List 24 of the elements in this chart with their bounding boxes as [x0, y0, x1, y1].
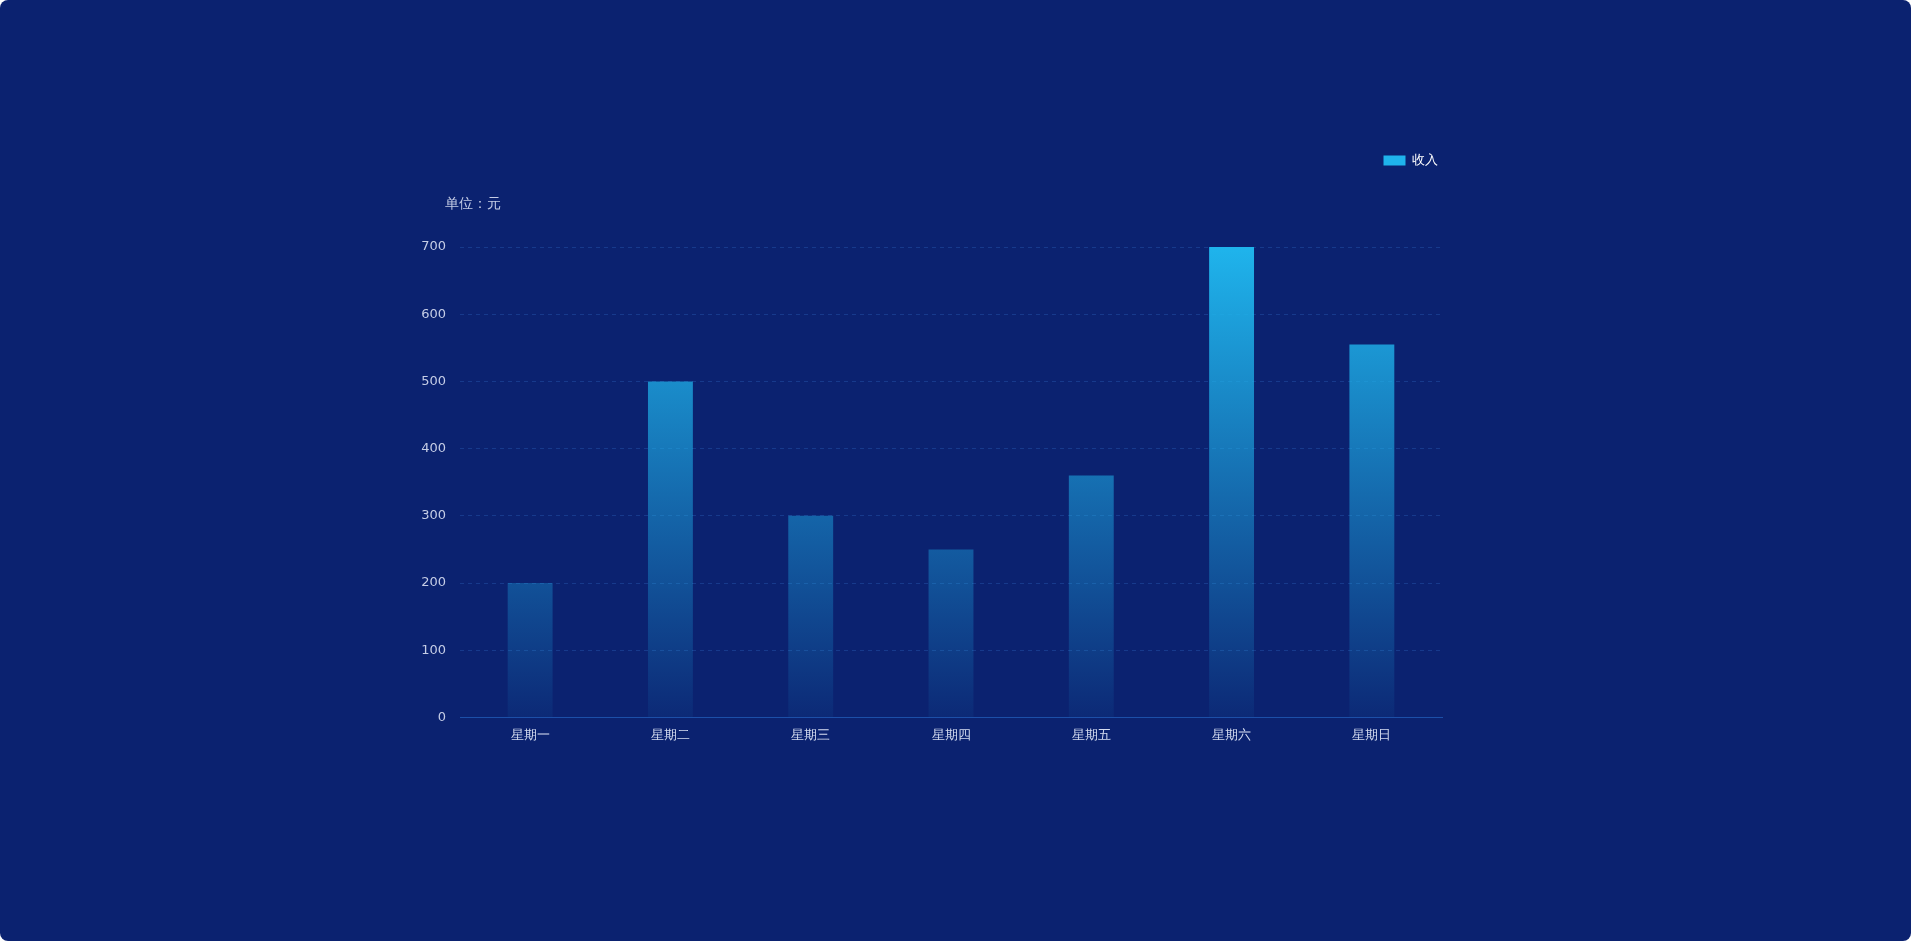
- x-tick-label: 星期一: [510, 726, 550, 742]
- bar: [1068, 475, 1114, 717]
- y-tick-label: 300: [421, 507, 446, 523]
- y-tick-label: 500: [421, 372, 446, 388]
- x-tick-label: 星期二: [650, 726, 690, 742]
- bar: [1209, 247, 1255, 717]
- y-tick-label: 400: [421, 439, 446, 455]
- legend-label: 收入: [1412, 151, 1438, 167]
- bar: [647, 381, 693, 717]
- bar: [1349, 344, 1395, 717]
- bar: [928, 549, 974, 717]
- y-tick-label: 100: [421, 641, 446, 657]
- x-tick-label: 星期四: [931, 726, 971, 742]
- y-tick-label: 200: [421, 574, 446, 590]
- y-tick-label: 600: [421, 305, 446, 321]
- x-tick-label: 星期三: [791, 726, 831, 742]
- y-tick-label: 700: [421, 238, 446, 254]
- bar: [788, 515, 834, 717]
- y-axis-title: 单位：元: [445, 194, 501, 211]
- x-tick-label: 星期六: [1212, 726, 1252, 742]
- x-tick-label: 星期五: [1071, 726, 1111, 742]
- x-tick-label: 星期日: [1352, 726, 1392, 742]
- bar: [507, 583, 553, 717]
- y-tick-label: 0: [437, 708, 446, 724]
